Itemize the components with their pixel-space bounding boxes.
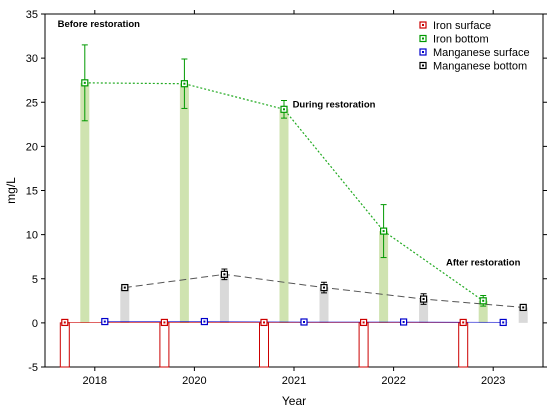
legend-marker-center (422, 64, 424, 67)
data-point-center (263, 321, 265, 324)
data-point-center (223, 273, 226, 276)
y-tick-label: 5 (32, 274, 38, 286)
legend-label: Iron surface (433, 20, 491, 32)
x-axis-title: Year (282, 394, 306, 408)
bar (419, 299, 429, 323)
data-point-center (482, 299, 485, 302)
data-point-center (283, 108, 285, 111)
annotation: After restoration (446, 258, 521, 269)
x-tick-label: 2018 (83, 375, 107, 387)
bar (458, 322, 469, 368)
annotation: Before restoration (58, 19, 141, 30)
annotation: During restoration (293, 100, 376, 111)
data-point-center (163, 321, 166, 324)
bar (319, 287, 329, 323)
y-tick-label: 10 (26, 230, 38, 242)
data-point-center (422, 298, 425, 301)
bar (259, 322, 269, 368)
data-point-center (382, 230, 385, 233)
data-point-center (183, 82, 186, 85)
bar (358, 322, 369, 368)
plot-area: -5 0 5 10 15 20 25 30 35 2018 2020 2021 2022 2023 Befo… (26, 9, 547, 387)
y-tick-label: 35 (26, 9, 38, 21)
legend-label: Iron bottom (433, 34, 489, 46)
data-point-center (123, 286, 126, 289)
y-tick-label: 25 (26, 97, 38, 109)
y-tick-label: -5 (28, 362, 38, 374)
bar (120, 287, 130, 323)
data-point-center (63, 321, 66, 324)
y-tick-label: 30 (26, 53, 38, 65)
data-point-center (402, 320, 405, 323)
legend-label: Manganese surface (433, 47, 530, 59)
data-point-center (522, 306, 525, 309)
data-point-center (362, 321, 365, 324)
y-axis-title: mg/L (4, 177, 18, 204)
y-tick-label: 20 (26, 141, 38, 153)
bar (159, 322, 170, 368)
x-tick-label: 2021 (282, 375, 306, 387)
data-point-center (462, 321, 465, 324)
bar (379, 231, 389, 323)
legend-label: Manganese bottom (433, 61, 527, 73)
bar (80, 82, 90, 323)
x-tick-label: 2023 (481, 375, 505, 387)
y-tick-label: 0 (32, 318, 38, 330)
data-point-center (303, 320, 305, 323)
legend-marker-center (422, 37, 424, 40)
legend-marker-center (422, 24, 424, 26)
legend-marker-center (422, 51, 424, 53)
data-point-center (502, 321, 505, 324)
y-tick-label: 15 (26, 186, 38, 198)
bar (59, 322, 70, 368)
data-point-center (103, 320, 106, 323)
x-tick-label: 2022 (381, 375, 405, 387)
data-point-center (203, 320, 206, 323)
x-tick-label: 2020 (182, 375, 206, 387)
bar (219, 274, 229, 323)
data-point-center (323, 286, 325, 289)
bar (478, 300, 488, 323)
bar (518, 307, 528, 323)
bar (179, 83, 189, 323)
data-point-center (83, 81, 86, 84)
series-line-iron-bottom (84, 82, 484, 302)
bar (279, 109, 289, 323)
